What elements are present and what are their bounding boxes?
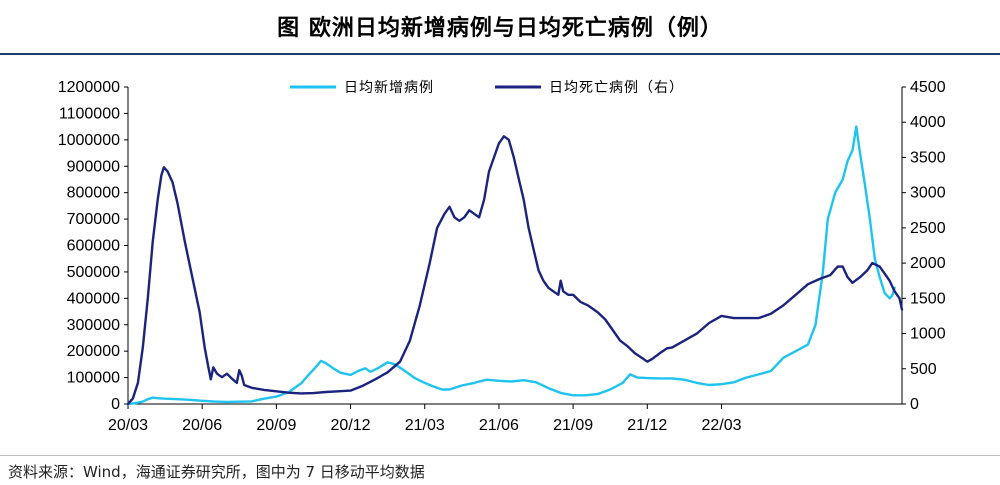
y-left-tick-label: 700000 — [67, 211, 120, 228]
x-tick-label: 21/12 — [627, 417, 667, 434]
y-right-tick-label: 2500 — [910, 220, 946, 237]
x-tick-label: 21/09 — [553, 417, 593, 434]
y-left-tick-label: 1200000 — [58, 79, 120, 96]
y-left-tick-label: 300000 — [67, 317, 120, 334]
y-left-tick-label: 200000 — [67, 343, 120, 360]
y-left-tick-label: 100000 — [67, 370, 120, 387]
axes: 0 100000 200000 300000 400000 500000 600000 700… — [58, 79, 946, 434]
y-left-tick-label: 800000 — [67, 185, 120, 202]
x-tick-label: 22/03 — [701, 417, 741, 434]
y-left-tick-label: 900000 — [67, 158, 120, 175]
x-tick-label: 20/12 — [331, 417, 371, 434]
y-right-tick-label: 4500 — [910, 79, 946, 96]
series-line-new-cases — [126, 125, 896, 406]
series-line-deaths — [126, 135, 904, 406]
x-tick-label: 20/03 — [108, 417, 148, 434]
y-left-tick-label: 0 — [111, 396, 120, 413]
footer-divider — [0, 455, 1000, 456]
y-right-tick-label: 2000 — [910, 255, 946, 272]
y-right-tick-label: 0 — [910, 396, 919, 413]
x-tick-label: 20/06 — [182, 417, 222, 434]
line-chart: 0 100000 200000 300000 400000 500000 600000 700… — [58, 79, 946, 434]
y-left-tick-label: 1100000 — [59, 105, 120, 122]
y-left-tick-label: 400000 — [67, 290, 120, 307]
y-left-tick-label: 500000 — [67, 264, 120, 281]
legend-label-deaths: 日均死亡病例（右） — [549, 80, 684, 96]
y-right-tick-label: 4000 — [910, 114, 946, 131]
chart-title: 图 欧洲日均新增病例与日均死亡病例（例） — [277, 16, 723, 41]
series-group — [126, 125, 904, 406]
y-right-tick-label: 1000 — [910, 326, 946, 343]
y-left-tick-label: 1000000 — [58, 132, 120, 149]
y-right-tick-label: 500 — [910, 361, 937, 378]
title-bar: 图 欧洲日均新增病例与日均死亡病例（例） — [0, 0, 1000, 55]
y-right-tick-label: 3500 — [910, 149, 946, 166]
y-right-tick-label: 3000 — [910, 185, 946, 202]
legend: 日均新增病例 日均死亡病例（右） — [290, 80, 684, 96]
x-tick-label: 20/09 — [256, 417, 296, 434]
y-right-tick-label: 1500 — [910, 290, 946, 307]
source-note: 资料来源：Wind，海通证券研究所，图中为 7 日移动平均数据 — [8, 463, 425, 481]
legend-label-new-cases: 日均新增病例 — [344, 80, 434, 96]
y-left-tick-label: 600000 — [67, 238, 120, 255]
x-tick-label: 21/06 — [479, 417, 519, 434]
x-tick-label: 21/03 — [405, 417, 445, 434]
